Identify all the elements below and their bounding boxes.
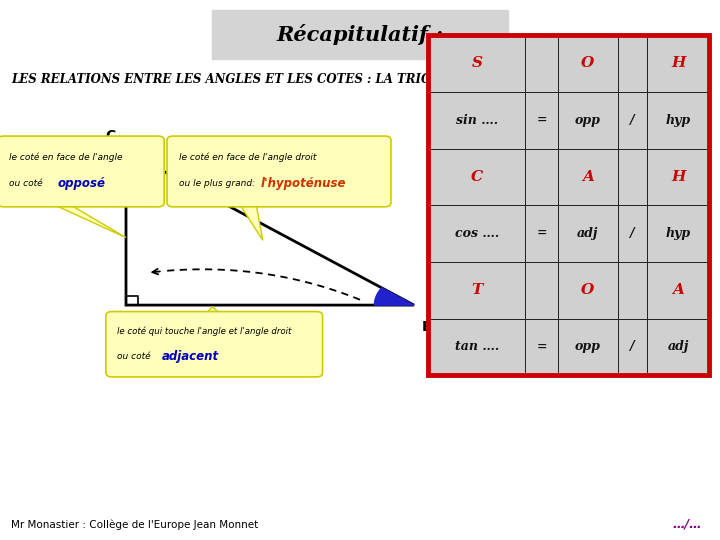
Bar [557,35,618,92]
Text: adj: adj [667,340,689,354]
Text: opposé: opposé [58,177,106,191]
Bar [557,319,618,375]
Text: /: / [631,227,635,240]
Text: l'hypoténuse: l'hypoténuse [261,177,346,191]
Bar [526,148,557,205]
Text: sin ….: sin …. [456,113,498,127]
Text: O: O [581,57,595,70]
Bar [618,205,647,262]
Text: A: A [672,284,684,297]
Text: =: = [536,340,546,354]
Text: …/…: …/… [672,517,702,530]
Text: C: C [471,170,483,184]
Bar [428,92,526,148]
Text: T: T [471,284,482,297]
Text: adj: adj [577,227,598,240]
Text: opp: opp [575,113,600,127]
Text: LES RELATIONS ENTRE LES ANGLES ET LES COTES : LA TRIGONOMETRIE: LES RELATIONS ENTRE LES ANGLES ET LES CO… [11,73,517,86]
Bar [647,148,709,205]
Text: H: H [671,57,685,70]
Text: S: S [472,57,482,70]
Text: A: A [108,320,118,334]
Text: A: A [582,170,594,184]
Bar [526,262,557,319]
FancyBboxPatch shape [106,312,323,377]
FancyBboxPatch shape [167,136,391,207]
Text: B: B [422,320,432,334]
Text: ou coté: ou coté [9,179,49,188]
Text: H: H [671,170,685,184]
Text: C: C [105,129,115,143]
Bar [526,35,557,92]
Bar [618,35,647,92]
Bar [618,319,647,375]
Text: /: / [631,113,635,127]
Bar [557,148,618,205]
Text: Récapitulatif :: Récapitulatif : [276,24,444,44]
Polygon shape [49,202,126,238]
Bar [428,319,526,375]
Text: tan ….: tan …. [455,340,499,354]
Bar [557,262,618,319]
Polygon shape [238,202,263,240]
Text: =: = [536,227,546,240]
Text: ou le plus grand:: ou le plus grand: [179,179,258,188]
Text: cos ….: cos …. [455,227,499,240]
Bar [647,262,709,319]
Text: =: = [536,113,546,127]
Polygon shape [374,288,414,305]
Bar [428,148,526,205]
Bar [428,205,526,262]
Text: le coté qui touche l'angle et l'angle droit: le coté qui touche l'angle et l'angle dr… [117,327,292,336]
Text: hyp: hyp [666,113,691,127]
Bar [428,35,526,92]
Bar [557,205,618,262]
Text: O: O [581,284,595,297]
Text: le coté en face de l'angle: le coté en face de l'angle [9,152,123,162]
FancyBboxPatch shape [0,136,164,207]
FancyBboxPatch shape [212,10,508,59]
Bar [647,205,709,262]
Polygon shape [212,307,243,373]
Bar [647,319,709,375]
Bar [428,262,526,319]
Bar [557,92,618,148]
Text: hyp: hyp [666,227,691,240]
Bar [428,35,709,375]
Polygon shape [204,307,222,316]
Text: /: / [631,340,635,354]
Bar [618,262,647,319]
Text: Mr Monastier : Collège de l'Europe Jean Monnet: Mr Monastier : Collège de l'Europe Jean … [11,520,258,530]
Bar [647,35,709,92]
Text: adjacent: adjacent [162,350,219,363]
Bar [618,148,647,205]
Bar [526,92,557,148]
Bar [647,92,709,148]
Text: le coté en face de l'angle droit: le coté en face de l'angle droit [179,152,316,162]
Bar [526,319,557,375]
Text: ou coté: ou coté [117,352,157,361]
Bar [618,92,647,148]
Bar [526,205,557,262]
Text: opp: opp [575,340,600,354]
Polygon shape [126,151,414,305]
